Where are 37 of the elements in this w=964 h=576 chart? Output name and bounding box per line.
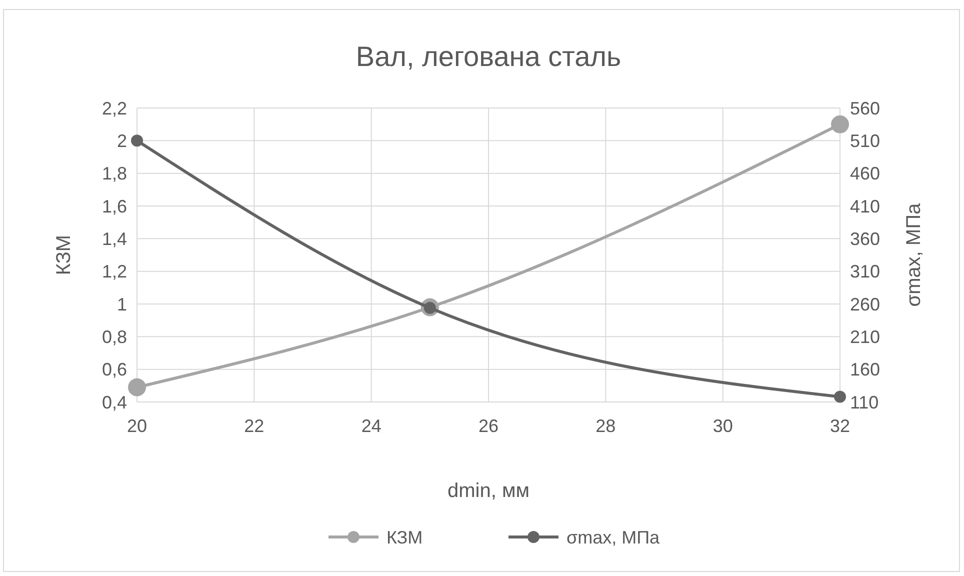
- y2-tick-label: 310: [850, 262, 880, 282]
- y2-tick-label: 560: [850, 98, 880, 118]
- x-tick-label: 26: [478, 416, 499, 436]
- point: [131, 134, 143, 147]
- x-axis-title: dmin, мм: [448, 480, 530, 502]
- y-tick-label: 2: [116, 130, 127, 151]
- point: [834, 390, 846, 403]
- x-tick-label: 30: [712, 416, 733, 436]
- y-tick-label: 1,2: [102, 262, 127, 282]
- y2-axis-title: σmax, МПа: [903, 202, 925, 307]
- y2-tick-label: 410: [850, 196, 880, 216]
- legend-label: КЗМ: [386, 527, 423, 548]
- x-tick-label: 20: [126, 416, 148, 436]
- y2-tick-label: 510: [850, 130, 880, 151]
- y-tick-label: 0,4: [102, 392, 127, 412]
- y-tick-label: 0,8: [102, 326, 127, 347]
- y2-tick-label: 110: [850, 392, 879, 412]
- legend-label: σmax, МПа: [566, 527, 661, 548]
- y2-tick-label: 160: [850, 360, 880, 380]
- y-tick-label: 1,6: [102, 196, 127, 216]
- point: [831, 115, 849, 134]
- point: [128, 378, 146, 396]
- y2-tick-label: 360: [850, 228, 880, 249]
- x-tick-label: 22: [244, 416, 264, 436]
- y-axis-title: КЗМ: [53, 234, 75, 276]
- y-tick-label: 1: [116, 294, 127, 314]
- x-tick-label: 28: [596, 416, 616, 436]
- x-tick-label: 24: [361, 416, 382, 436]
- y2-tick-label: 460: [850, 164, 880, 184]
- y-tick-label: 1,8: [102, 164, 127, 184]
- y2-tick-label: 210: [850, 326, 880, 347]
- y-tick-label: 1,4: [102, 228, 127, 249]
- y-tick-label: 0,6: [102, 360, 127, 380]
- chart-title: Вал, легована сталь: [356, 41, 622, 72]
- y2-tick-label: 260: [850, 294, 880, 314]
- y-tick-label: 2,2: [102, 98, 127, 118]
- x-tick-label: 32: [830, 416, 850, 436]
